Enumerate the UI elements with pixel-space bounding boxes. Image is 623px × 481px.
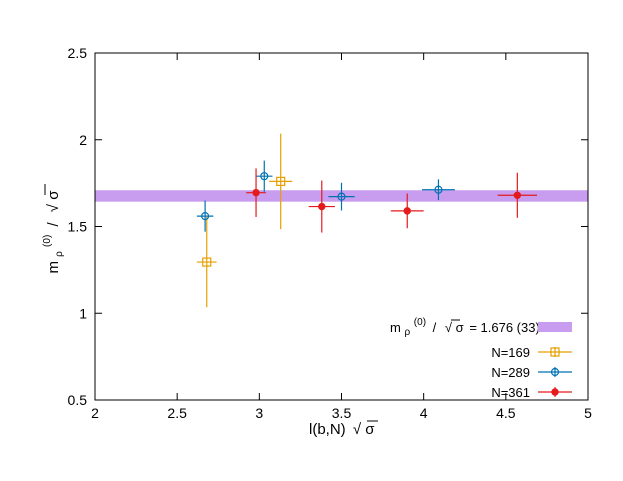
legend-entry-n-361: N=361 <box>491 385 572 400</box>
y-tick-label: 2.5 <box>68 45 88 61</box>
y-axis-label-sup: (0) <box>42 235 53 247</box>
y-axis-label-sqrt: √ <box>45 203 62 212</box>
legend-band-sub: ρ <box>404 327 410 338</box>
x-axis-label-text: l(b,N) <box>309 421 346 438</box>
x-axis-label-sigma: σ <box>365 421 375 438</box>
data-point <box>318 202 326 211</box>
legend-series: N=169 N=289 N=361 <box>491 345 572 400</box>
y-axis-label-sigma: σ <box>45 190 62 200</box>
legend-marker <box>551 388 559 396</box>
data-point <box>252 188 260 197</box>
data-point <box>403 207 411 215</box>
ticks-layer: 2 2.5 3 3.5 4 4.5 5 0.5 1 1.5 2 2.5 <box>68 45 593 421</box>
y-tick-label: 1 <box>79 305 87 321</box>
legend-label: N=289 <box>491 365 530 380</box>
data-point <box>276 176 286 186</box>
data-point <box>260 172 269 181</box>
data-point <box>201 211 210 221</box>
legend-marker <box>550 367 560 377</box>
x-tick-label: 4 <box>420 405 428 421</box>
data-point <box>513 191 522 199</box>
y-axis-label-sub: ρ <box>54 251 65 257</box>
series-layer <box>196 133 538 308</box>
legend-band-value: = 1.676 (33) <box>469 320 539 335</box>
x-tick-label: 5 <box>584 405 592 421</box>
legend-band-swatch <box>538 322 572 332</box>
legend-marker <box>550 347 560 357</box>
series-n-289 <box>196 160 455 232</box>
legend-label: N=361 <box>491 385 530 400</box>
y-tick-label: 1.5 <box>68 219 88 235</box>
x-tick-label: 3.5 <box>332 405 352 421</box>
data-point <box>202 257 212 267</box>
svg-text:m ρ (0): m ρ (0) / √ σ = 1.676 (33) <box>390 313 540 338</box>
legend-band-sigma: σ <box>456 320 464 335</box>
y-axis-label: m ρ (0) / √ σ <box>37 184 66 274</box>
x-tick-label: 4.5 <box>496 405 516 421</box>
legend-band-sqrt: √ <box>445 320 453 335</box>
legend-entry-band: m ρ (0) / √ σ = 1.676 (33) <box>390 313 572 338</box>
legend-band-sup: (0) <box>414 317 426 328</box>
x-tick-label: 2 <box>91 405 99 421</box>
y-tick-label: 0.5 <box>68 392 88 408</box>
svg-text:m ρ (0) /: m ρ (0) / √ σ <box>37 190 66 274</box>
y-tick-label: 2 <box>79 132 87 148</box>
legend-label: N=169 <box>491 345 530 360</box>
series-n-361 <box>246 168 538 233</box>
legend-band-m: m <box>390 320 401 335</box>
y-axis-label-m: m <box>45 261 62 274</box>
x-tick-label: 2.5 <box>167 405 187 421</box>
x-axis-label: l(b,N) √ σ <box>309 421 375 438</box>
legend: m ρ (0) / √ σ = 1.676 (33) N=169 N=289 N=3… <box>390 313 572 400</box>
x-axis-label-sqrt: √ <box>353 421 362 438</box>
data-point <box>434 185 443 194</box>
x-tick-label: 3 <box>255 405 263 421</box>
y-axis-label-slash: / <box>45 222 62 227</box>
legend-entry-n-289: N=289 <box>491 365 572 380</box>
data-point <box>337 192 346 201</box>
series-n-169 <box>196 133 293 308</box>
legend-entry-n-169: N=169 <box>491 345 572 360</box>
legend-band-slash: / <box>433 320 437 335</box>
